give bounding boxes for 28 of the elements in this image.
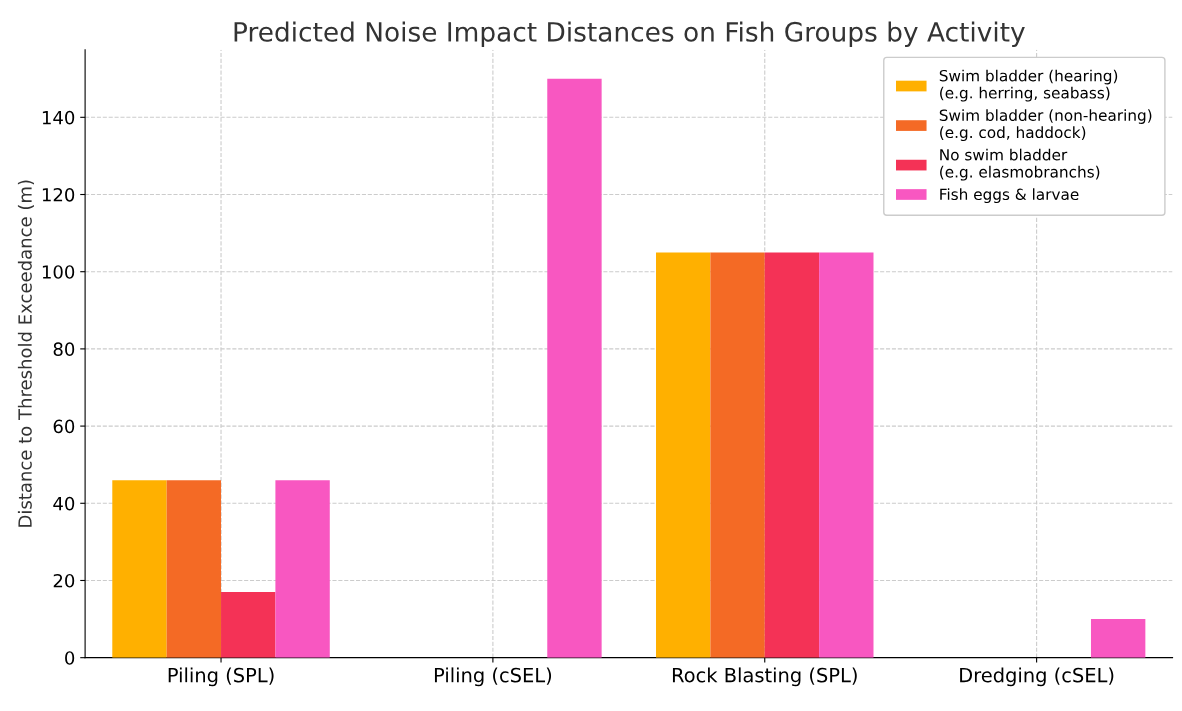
y-tick-label: 40 <box>53 496 75 511</box>
bar <box>221 592 276 658</box>
bar <box>112 480 167 658</box>
bar <box>547 78 602 658</box>
chart-title: Predicted Noise Impact Distances on Fish Groups by Activity <box>234 21 1025 47</box>
legend-label: Swim bladder (hearing) (e.g. herring, seabass) <box>939 69 1118 102</box>
x-tick-label: Dredging (cSEL) <box>960 667 1114 687</box>
bar <box>1090 619 1146 658</box>
x-tick-label: Rock Blasting (SPL) <box>672 667 857 687</box>
bar <box>656 252 711 658</box>
bar <box>166 480 222 658</box>
y-tick-label: 140 <box>42 110 75 125</box>
bar <box>275 480 330 658</box>
bar <box>764 252 820 658</box>
x-tick-label: Piling (cSEL) <box>434 667 552 687</box>
y-tick-label: 0 <box>65 651 75 665</box>
y-axis-title: Distance to Threshold Exceedance (m) <box>17 180 34 527</box>
x-tick-label: Piling (SPL) <box>168 667 274 687</box>
legend-label: Swim bladder (non-hearing) (e.g. cod, haddock) <box>939 109 1152 142</box>
y-tick-label: 20 <box>53 573 75 588</box>
y-tick-label: 60 <box>53 419 75 434</box>
bar <box>710 252 765 658</box>
y-tick-label: 120 <box>42 187 75 202</box>
legend-label: Fish eggs & larvae <box>940 188 1079 204</box>
y-tick-label: 100 <box>42 265 75 279</box>
bar <box>819 252 874 658</box>
y-tick-label: 80 <box>53 342 75 357</box>
legend-label: No swim bladder (e.g. elasmobranchs) <box>940 148 1100 181</box>
